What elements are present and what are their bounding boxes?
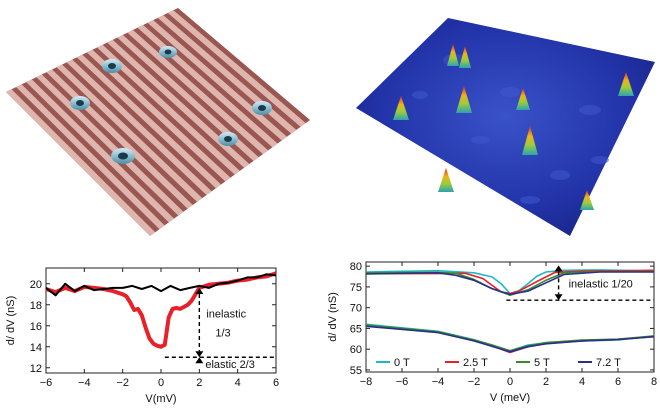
y-tick-label: 60 [350,344,362,356]
x-tick-label: −6 [40,377,53,389]
surface-row [36,74,184,216]
y-tick-label: 80 [350,261,362,273]
y-tick-label: 18 [30,300,42,312]
arrow-up [554,265,563,272]
legend-label: 7.2 T [596,357,621,369]
x-tick-label: 6 [615,376,621,388]
x-axis-label: V(mV) [145,393,176,405]
y-tick-label: 14 [30,342,42,354]
legend-label: 2.5 T [463,357,488,369]
surface-row [107,39,250,168]
adatom-craters [70,46,272,164]
copper-surface-topograph [6,8,310,237]
x-tick-label: 4 [579,376,585,388]
surface-row [26,79,175,223]
x-tick-label: 0 [158,377,164,389]
legend-label: 5 T [534,357,550,369]
series-upper-line [365,270,654,296]
x-tick-label: −4 [432,376,445,388]
arrow-up [195,287,204,294]
surface-row [147,20,287,141]
arrow-up-elastic [195,357,204,364]
surface-row [16,84,165,230]
x-tick-label: 6 [273,377,279,389]
surface-row [167,10,306,127]
x-tick-label: −8 [360,376,373,388]
x-tick-label: 2 [543,376,549,388]
surface-row [76,54,222,189]
series-lower-line [365,324,655,352]
surface-row [127,29,269,155]
black-series-line [45,273,277,297]
left-spectrum-plot: −6 −4 −2 0 2 4 6 12 14 16 18 20 inelastic 1/3 elastic … [5,267,279,405]
arrow-down [195,351,204,358]
y-tick-label: 65 [350,323,362,335]
x-tick-label: −4 [78,377,91,389]
spin-surface-topograph [356,18,655,236]
y-axis-label: d/ dV (nS) [5,296,17,346]
x-tick-label: 4 [235,377,241,389]
surface-row [117,34,259,161]
adatom-spikes [393,44,634,210]
y-axis-label: d/ dV (nS) [327,292,339,342]
annotation-inelastic: inelastic 1/20 [569,279,633,291]
x-axis-label: V (meV) [490,392,530,404]
annotation-inelastic-fraction: 1/3 [215,327,230,339]
arrow-down [554,294,563,301]
y-tick-label: 55 [350,365,362,377]
right-spectrum-plot: −8 −6 −4 −2 0 2 4 6 8 55 60 65 70 75 80 inelastic 1/20 0… [327,261,657,404]
x-tick-label: 8 [651,376,657,388]
series-lower-line [365,325,655,353]
x-tick-label: 0 [507,376,513,388]
surface-row [6,89,156,237]
legend-label: 0 T [394,357,410,369]
x-tick-label: −6 [396,376,409,388]
x-tick-label: −2 [116,377,129,389]
y-tick-label: 12 [30,363,42,375]
y-tick-label: 16 [30,321,42,333]
series-upper-line [365,271,654,296]
annotation-inelastic: inelastic [206,308,246,320]
surface-row [66,59,212,196]
surface-row [97,44,240,175]
x-tick-label: 2 [196,377,202,389]
y-tick-label: 75 [350,282,362,294]
x-tick-label: −2 [468,376,481,388]
surface-row [56,64,203,202]
surface-row [86,49,231,182]
y-tick-label: 20 [30,279,42,291]
annotation-elastic: elastic 2/3 [205,359,255,371]
plot-frame [45,267,277,374]
y-tick-label: 70 [350,303,362,315]
